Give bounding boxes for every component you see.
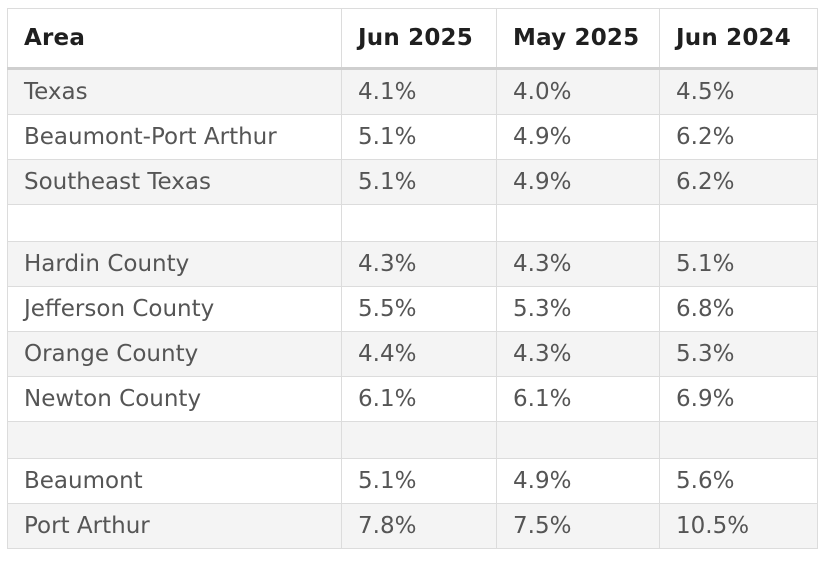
area-cell: Jefferson County (7, 286, 342, 332)
spacer-row (7, 204, 818, 242)
table-row: Beaumont-Port Arthur 5.1% 4.9% 6.2% (7, 114, 818, 160)
may-2025-cell (496, 204, 660, 242)
column-header-may-2025: May 2025 (496, 8, 660, 70)
jun-2024-cell: 6.2% (659, 159, 818, 205)
jun-2024-cell (659, 421, 818, 459)
header-row: Area Jun 2025 May 2025 Jun 2024 (7, 8, 818, 70)
jun-2025-cell: 5.1% (341, 114, 497, 160)
table-row: Jefferson County 5.5% 5.3% 6.8% (7, 286, 818, 332)
area-cell: Southeast Texas (7, 159, 342, 205)
jun-2024-cell: 5.3% (659, 331, 818, 377)
column-header-jun-2025: Jun 2025 (341, 8, 497, 70)
jun-2024-cell: 6.2% (659, 114, 818, 160)
may-2025-cell: 5.3% (496, 286, 660, 332)
jun-2024-cell: 10.5% (659, 503, 818, 549)
unemployment-table: Area Jun 2025 May 2025 Jun 2024 Texas 4.… (7, 8, 818, 549)
jun-2025-cell: 5.5% (341, 286, 497, 332)
jun-2025-cell: 5.1% (341, 159, 497, 205)
may-2025-cell (496, 421, 660, 459)
area-cell (7, 204, 342, 242)
area-cell: Beaumont-Port Arthur (7, 114, 342, 160)
jun-2025-cell (341, 204, 497, 242)
jun-2025-cell: 4.1% (341, 68, 497, 115)
may-2025-cell: 4.9% (496, 159, 660, 205)
jun-2025-cell (341, 421, 497, 459)
area-cell: Beaumont (7, 458, 342, 504)
may-2025-cell: 4.3% (496, 331, 660, 377)
area-cell (7, 421, 342, 459)
jun-2025-cell: 4.4% (341, 331, 497, 377)
jun-2024-cell: 4.5% (659, 68, 818, 115)
column-header-area: Area (7, 8, 342, 70)
area-cell: Port Arthur (7, 503, 342, 549)
area-cell: Newton County (7, 376, 342, 422)
may-2025-cell: 7.5% (496, 503, 660, 549)
table-row: Hardin County 4.3% 4.3% 5.1% (7, 241, 818, 287)
table-row: Orange County 4.4% 4.3% 5.3% (7, 331, 818, 377)
table-row: Newton County 6.1% 6.1% 6.9% (7, 376, 818, 422)
may-2025-cell: 4.3% (496, 241, 660, 287)
jun-2025-cell: 5.1% (341, 458, 497, 504)
area-cell: Texas (7, 68, 342, 115)
jun-2024-cell: 6.8% (659, 286, 818, 332)
table-row: Texas 4.1% 4.0% 4.5% (7, 68, 818, 115)
area-cell: Orange County (7, 331, 342, 377)
spacer-row (7, 421, 818, 459)
jun-2025-cell: 7.8% (341, 503, 497, 549)
jun-2024-cell: 6.9% (659, 376, 818, 422)
table-row: Beaumont 5.1% 4.9% 5.6% (7, 458, 818, 504)
column-header-jun-2024: Jun 2024 (659, 8, 818, 70)
jun-2024-cell: 5.1% (659, 241, 818, 287)
may-2025-cell: 6.1% (496, 376, 660, 422)
table-row: Southeast Texas 5.1% 4.9% 6.2% (7, 159, 818, 205)
area-cell: Hardin County (7, 241, 342, 287)
may-2025-cell: 4.0% (496, 68, 660, 115)
jun-2025-cell: 4.3% (341, 241, 497, 287)
table-row: Port Arthur 7.8% 7.5% 10.5% (7, 503, 818, 549)
may-2025-cell: 4.9% (496, 458, 660, 504)
jun-2024-cell: 5.6% (659, 458, 818, 504)
jun-2024-cell (659, 204, 818, 242)
jun-2025-cell: 6.1% (341, 376, 497, 422)
may-2025-cell: 4.9% (496, 114, 660, 160)
